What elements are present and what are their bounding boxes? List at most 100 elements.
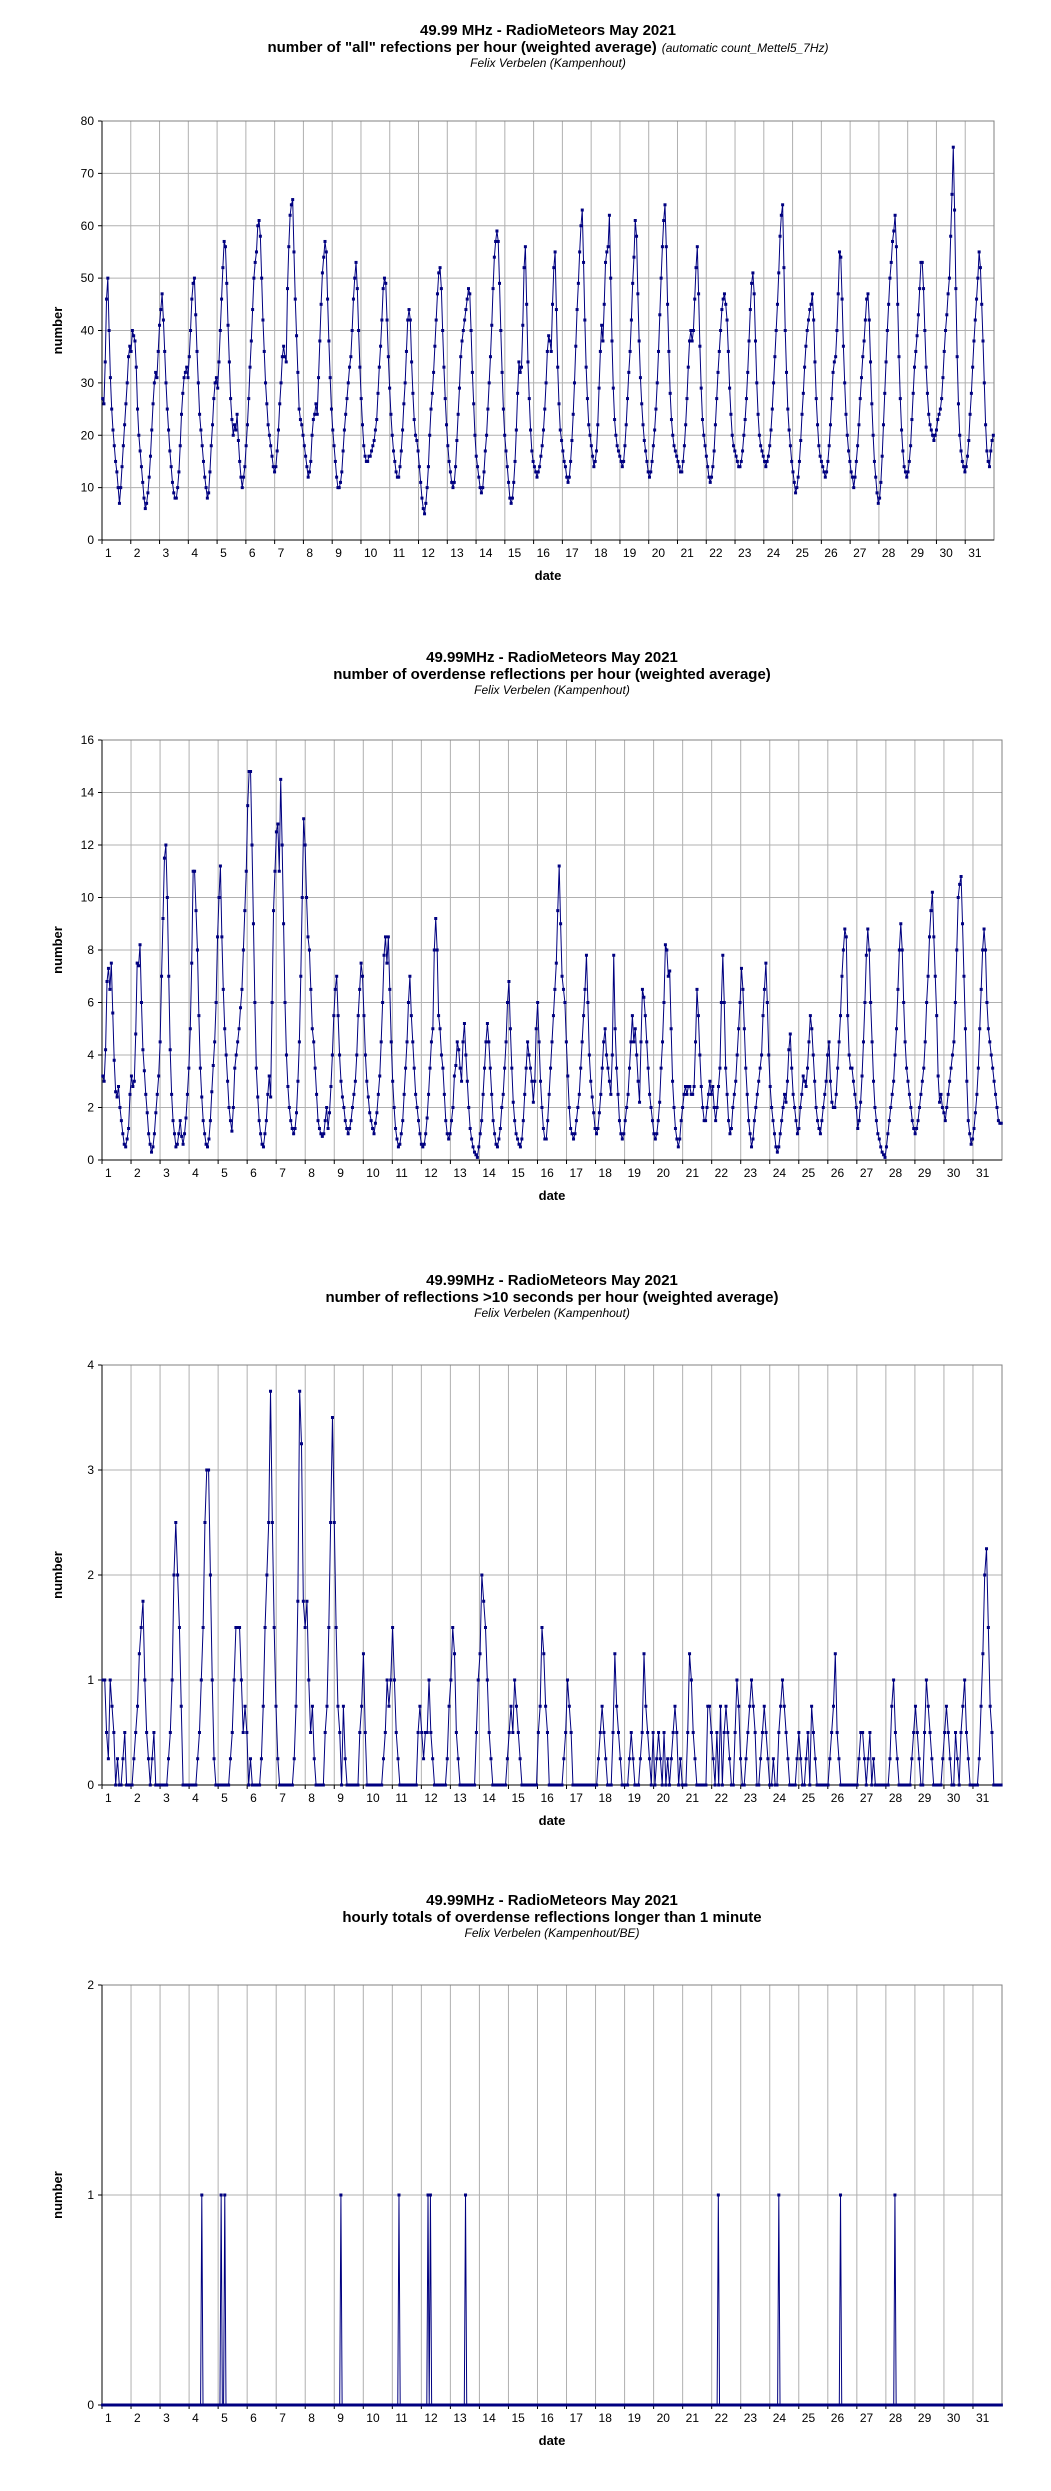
data-point	[416, 449, 420, 453]
data-point	[925, 391, 929, 395]
data-point	[500, 370, 504, 374]
data-point	[362, 444, 366, 448]
data-point	[848, 459, 852, 463]
data-point	[928, 935, 932, 939]
x-tick-label: 27	[860, 1166, 874, 1180]
data-point	[876, 501, 880, 505]
data-point	[196, 1757, 200, 1761]
data-point	[574, 344, 578, 348]
data-point	[500, 1106, 504, 1109]
data-point	[864, 1783, 868, 1787]
data-point	[126, 1783, 130, 1787]
data-point	[520, 1137, 524, 1141]
data-point	[677, 465, 681, 469]
data-point	[781, 1106, 785, 1109]
data-point	[342, 1106, 346, 1109]
data-point	[732, 1092, 736, 1096]
data-point	[514, 1132, 518, 1136]
data-point	[944, 1704, 948, 1708]
data-point	[490, 323, 494, 327]
data-point	[768, 1085, 772, 1088]
data-point	[973, 318, 977, 322]
data-point	[587, 423, 591, 427]
data-point	[337, 486, 341, 490]
data-point	[804, 1757, 808, 1761]
data-point	[906, 1783, 910, 1787]
data-point	[553, 1783, 557, 1787]
x-tick-label: 5	[221, 1791, 228, 1805]
data-point	[970, 1783, 974, 1787]
data-point	[230, 1129, 234, 1133]
data-point	[738, 465, 742, 469]
data-point	[254, 1066, 258, 1070]
data-point	[992, 1079, 996, 1083]
data-point	[200, 444, 204, 448]
data-point	[185, 365, 189, 369]
data-point	[373, 428, 377, 432]
data-point	[560, 438, 564, 442]
data-point	[899, 1783, 903, 1787]
x-tick-label: 9	[337, 1791, 344, 1805]
data-point	[406, 318, 410, 322]
data-point	[835, 329, 839, 332]
data-point	[415, 438, 419, 442]
data-point	[378, 1074, 382, 1078]
data-point	[985, 1001, 989, 1004]
data-point	[715, 1731, 719, 1734]
data-point	[857, 1757, 861, 1761]
data-point	[569, 1127, 573, 1130]
data-point	[247, 1783, 251, 1787]
data-point	[548, 339, 552, 343]
data-point	[803, 1079, 807, 1083]
data-point	[510, 1066, 514, 1070]
data-point	[527, 397, 531, 401]
data-point	[156, 1783, 160, 1787]
data-point	[295, 1111, 298, 1115]
data-point	[470, 370, 474, 374]
data-point	[850, 1783, 854, 1787]
data-point	[161, 917, 165, 920]
data-point	[977, 250, 981, 254]
data-point	[939, 1783, 943, 1787]
data-point	[666, 974, 670, 978]
data-point	[795, 1757, 799, 1761]
data-point	[238, 459, 242, 463]
data-point	[320, 1134, 324, 1138]
data-point	[701, 1106, 705, 1109]
data-point	[463, 1783, 467, 1787]
data-point	[924, 1678, 928, 1682]
data-point	[245, 1731, 249, 1734]
data-point	[691, 1092, 695, 1096]
data-point	[148, 1142, 152, 1146]
data-point	[961, 922, 965, 926]
data-point	[777, 1145, 781, 1149]
data-point	[730, 433, 734, 437]
data-point	[516, 391, 520, 395]
data-point	[427, 1092, 431, 1096]
data-point	[720, 308, 724, 312]
data-point	[335, 974, 339, 978]
data-point	[298, 418, 302, 422]
data-point	[111, 428, 115, 432]
data-point	[477, 1145, 481, 1149]
data-point	[628, 349, 632, 353]
data-point	[681, 1106, 685, 1109]
data-point	[877, 1137, 881, 1141]
x-tick-label: 14	[482, 2411, 496, 2425]
data-point	[628, 1066, 632, 1070]
data-point	[712, 1106, 716, 1109]
data-point	[257, 219, 261, 223]
data-point	[685, 1092, 689, 1096]
data-point	[658, 1100, 662, 1104]
data-point	[575, 308, 579, 312]
data-point	[509, 1704, 513, 1708]
data-point	[707, 475, 711, 479]
data-point	[371, 1783, 375, 1787]
data-point	[684, 423, 688, 427]
data-point	[653, 1137, 657, 1141]
data-point	[853, 1092, 857, 1096]
data-point	[397, 475, 401, 479]
data-point	[602, 302, 606, 306]
data-point	[582, 1014, 586, 1018]
data-point	[934, 428, 938, 432]
